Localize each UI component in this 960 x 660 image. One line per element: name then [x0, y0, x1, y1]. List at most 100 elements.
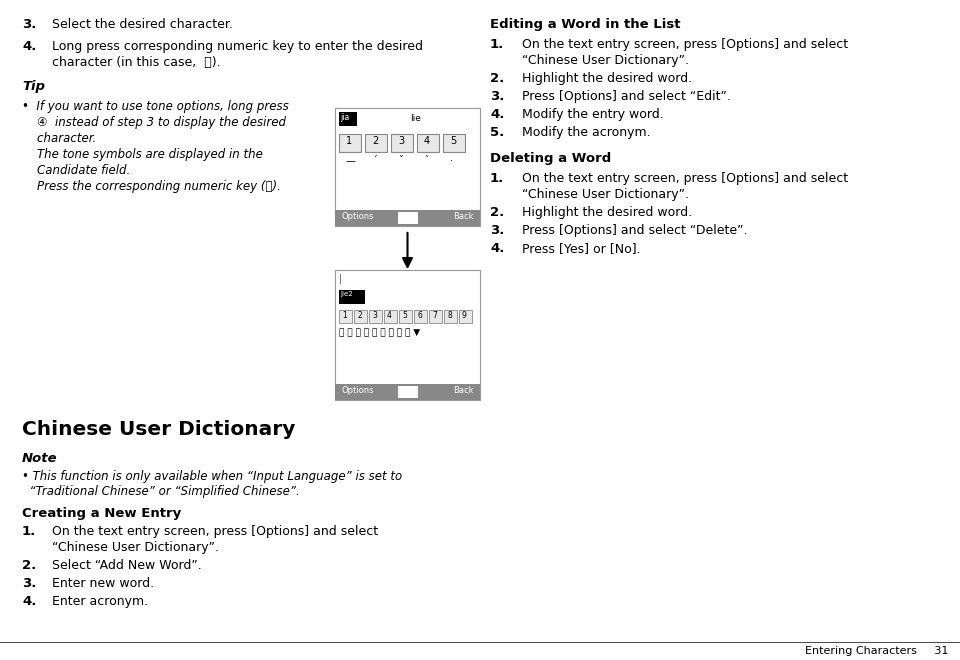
Text: Deleting a Word: Deleting a Word — [490, 152, 612, 165]
Text: Note: Note — [22, 452, 58, 465]
Text: —: — — [346, 156, 356, 166]
Text: character.: character. — [22, 132, 96, 145]
Text: Entering Characters     31: Entering Characters 31 — [804, 646, 948, 656]
Text: jie2: jie2 — [340, 291, 352, 297]
Text: “Chinese User Dictionary”.: “Chinese User Dictionary”. — [522, 188, 689, 201]
FancyBboxPatch shape — [384, 310, 397, 323]
Text: 1.: 1. — [490, 38, 504, 51]
Text: Back: Back — [453, 212, 474, 221]
Text: 4: 4 — [387, 311, 392, 320]
Text: 7: 7 — [432, 311, 437, 320]
Text: Creating a New Entry: Creating a New Entry — [22, 507, 181, 520]
Text: 1.: 1. — [22, 525, 36, 538]
Text: 3.: 3. — [22, 18, 36, 31]
Text: 4.: 4. — [22, 40, 36, 53]
Text: 4.: 4. — [490, 108, 504, 121]
Text: The tone symbols are displayed in the: The tone symbols are displayed in the — [22, 148, 263, 161]
FancyBboxPatch shape — [417, 134, 439, 152]
Text: Enter new word.: Enter new word. — [52, 577, 155, 590]
FancyBboxPatch shape — [354, 310, 367, 323]
Text: ④  instead of step 3 to display the desired: ④ instead of step 3 to display the desir… — [22, 116, 286, 129]
FancyBboxPatch shape — [443, 134, 465, 152]
FancyBboxPatch shape — [399, 310, 412, 323]
Bar — [335, 210, 480, 226]
FancyBboxPatch shape — [339, 134, 361, 152]
Text: ˋ: ˋ — [424, 156, 429, 166]
Text: • This function is only available when “Input Language” is set to: • This function is only available when “… — [22, 470, 402, 483]
Text: Press the corresponding numeric key (Ⓓ).: Press the corresponding numeric key (Ⓓ). — [22, 180, 281, 193]
FancyBboxPatch shape — [339, 310, 352, 323]
Text: 4.: 4. — [22, 595, 36, 608]
Text: On the text entry screen, press [Options] and select: On the text entry screen, press [Options… — [522, 172, 848, 185]
Text: 8: 8 — [447, 311, 452, 320]
Text: Modify the entry word.: Modify the entry word. — [522, 108, 663, 121]
Text: 5: 5 — [402, 311, 407, 320]
FancyBboxPatch shape — [414, 310, 427, 323]
Text: Enter acronym.: Enter acronym. — [52, 595, 148, 608]
FancyBboxPatch shape — [391, 134, 413, 152]
Text: 4: 4 — [424, 136, 430, 146]
Text: 3.: 3. — [490, 224, 504, 237]
Text: 4.: 4. — [490, 242, 504, 255]
Text: Back: Back — [453, 386, 474, 395]
Text: 結 節 詰 杰 截 劫 拮 繉 洁 ▼: 結 節 詰 杰 截 劫 拮 繉 洁 ▼ — [339, 328, 420, 337]
Text: ˇ: ˇ — [398, 156, 403, 166]
Text: |: | — [339, 112, 343, 123]
Text: 3: 3 — [398, 136, 404, 146]
Text: Press [Options] and select “Delete”.: Press [Options] and select “Delete”. — [522, 224, 748, 237]
Text: “Chinese User Dictionary”.: “Chinese User Dictionary”. — [52, 541, 219, 554]
Text: Select the desired character.: Select the desired character. — [52, 18, 233, 31]
Text: 3: 3 — [372, 311, 377, 320]
Text: •  If you want to use tone options, long press: • If you want to use tone options, long … — [22, 100, 289, 113]
FancyBboxPatch shape — [365, 134, 387, 152]
Text: On the text entry screen, press [Options] and select: On the text entry screen, press [Options… — [522, 38, 848, 51]
Text: 6: 6 — [417, 311, 421, 320]
Text: 1: 1 — [346, 136, 352, 146]
Text: 2.: 2. — [490, 72, 504, 85]
Bar — [339, 112, 357, 126]
Text: 9: 9 — [462, 311, 467, 320]
Text: Options: Options — [341, 386, 373, 395]
Text: 1.: 1. — [490, 172, 504, 185]
Text: character (in this case,  Ⓓ).: character (in this case, Ⓓ). — [52, 56, 221, 69]
Text: Modify the acronym.: Modify the acronym. — [522, 126, 651, 139]
Text: lie: lie — [410, 114, 420, 123]
Text: ·: · — [450, 156, 453, 166]
FancyBboxPatch shape — [444, 310, 457, 323]
Text: 5: 5 — [450, 136, 456, 146]
FancyBboxPatch shape — [369, 310, 382, 323]
Bar — [335, 384, 480, 400]
Bar — [339, 290, 365, 304]
Text: Highlight the desired word.: Highlight the desired word. — [522, 206, 692, 219]
Text: Select “Add New Word”.: Select “Add New Word”. — [52, 559, 202, 572]
Text: 2.: 2. — [490, 206, 504, 219]
Text: 3.: 3. — [22, 577, 36, 590]
Text: Highlight the desired word.: Highlight the desired word. — [522, 72, 692, 85]
Text: Tip: Tip — [22, 80, 45, 93]
Text: Long press corresponding numeric key to enter the desired: Long press corresponding numeric key to … — [52, 40, 423, 53]
Text: Options: Options — [341, 212, 373, 221]
Text: 5.: 5. — [490, 126, 504, 139]
Bar — [335, 270, 480, 400]
Text: |: | — [339, 274, 343, 284]
Text: ˊ: ˊ — [372, 156, 377, 166]
Text: Chinese User Dictionary: Chinese User Dictionary — [22, 420, 296, 439]
Text: 1: 1 — [342, 311, 347, 320]
Text: Press [Yes] or [No].: Press [Yes] or [No]. — [522, 242, 640, 255]
Text: 2.: 2. — [22, 559, 36, 572]
Bar — [335, 108, 480, 226]
Text: “Traditional Chinese” or “Simplified Chinese”.: “Traditional Chinese” or “Simplified Chi… — [22, 485, 300, 498]
Bar — [397, 386, 418, 398]
Bar — [397, 212, 418, 224]
Text: On the text entry screen, press [Options] and select: On the text entry screen, press [Options… — [52, 525, 378, 538]
Text: Editing a Word in the List: Editing a Word in the List — [490, 18, 681, 31]
Text: 2: 2 — [357, 311, 362, 320]
Text: Candidate field.: Candidate field. — [22, 164, 131, 177]
Text: Press [Options] and select “Edit”.: Press [Options] and select “Edit”. — [522, 90, 731, 103]
Text: 3.: 3. — [490, 90, 504, 103]
FancyBboxPatch shape — [429, 310, 442, 323]
Text: jia: jia — [340, 113, 349, 122]
Text: “Chinese User Dictionary”.: “Chinese User Dictionary”. — [522, 54, 689, 67]
FancyBboxPatch shape — [459, 310, 472, 323]
Text: 2: 2 — [372, 136, 378, 146]
